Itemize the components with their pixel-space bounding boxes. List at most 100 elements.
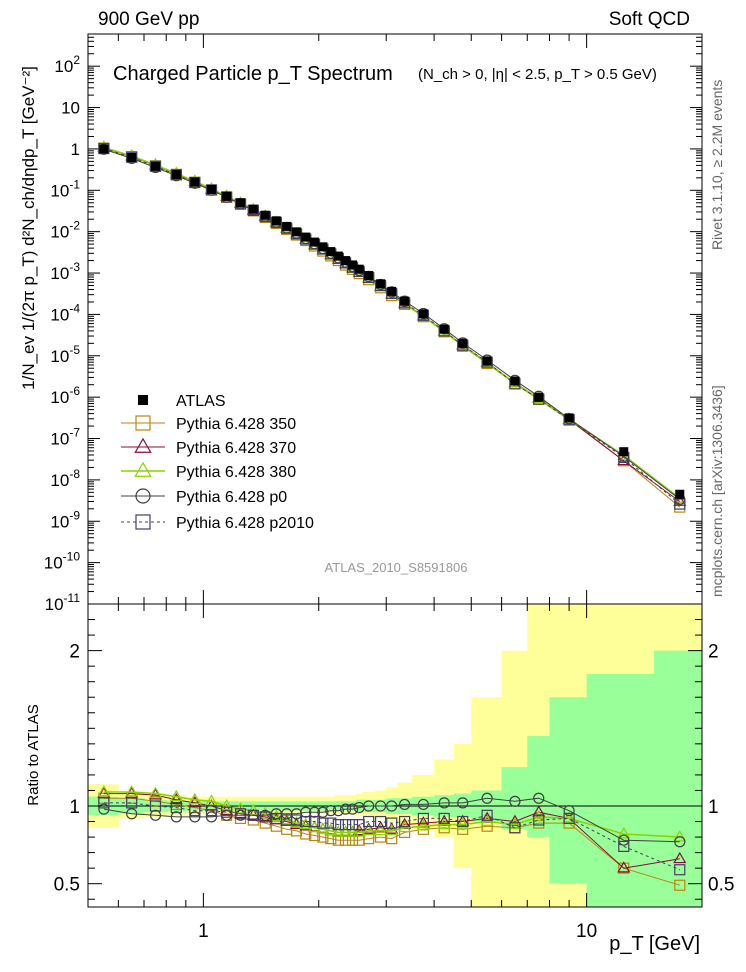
ratio-point <box>346 803 359 815</box>
ratio-point <box>417 798 429 811</box>
data-point <box>310 237 320 247</box>
legend-marker <box>135 415 151 431</box>
ratio-point <box>98 803 110 815</box>
ratio-point <box>308 806 321 818</box>
y-tick-exponent: -7 <box>69 426 80 440</box>
stat-band <box>549 697 588 884</box>
data-point <box>333 251 343 261</box>
legend-item: Pythia 6.428 350 <box>121 415 296 433</box>
data-point <box>354 264 364 274</box>
ratio-point <box>148 786 163 798</box>
ratio-y-tick-label-left: 0.5 <box>54 875 80 896</box>
main-title: Charged Particle p_T Spectrum <box>113 63 393 85</box>
ratio-point <box>149 800 162 812</box>
ratio-point <box>221 806 233 818</box>
ratio-point <box>170 801 182 814</box>
ratio-point <box>563 805 575 817</box>
ratio-xlabel: p_T [GeV] <box>609 933 700 955</box>
header-right: Soft QCD <box>609 9 690 30</box>
ratio-point <box>385 823 399 836</box>
ratio-point <box>308 829 321 842</box>
y-tick-label: 10-5 <box>50 343 80 366</box>
ratio-panel: 1 10 0.5 0.5 1 1 2 2 Ratio to ATLAS p_T [GeV] <box>25 603 734 955</box>
ratio-y-tick-label-left: 1 <box>69 797 80 818</box>
data-point <box>326 247 336 257</box>
ratio-marks <box>97 785 687 891</box>
ratio-point <box>233 802 248 814</box>
ratio-point <box>339 803 352 815</box>
ratio-point <box>331 825 345 837</box>
legend-label: Pythia 6.428 p2010 <box>176 515 314 532</box>
ratio-series-pythia-6-428-p2010 <box>98 797 686 876</box>
data-point <box>190 177 200 187</box>
y-tick-label: 10 <box>61 99 80 118</box>
ratio-ylabel: Ratio to ATLAS <box>25 704 42 805</box>
ratio-point <box>438 797 450 809</box>
data-point <box>458 338 468 348</box>
ratio-point <box>332 805 344 817</box>
ratio-point <box>332 819 344 831</box>
side-label-top: Rivet 3.1.10, ≥ 2.2M events <box>709 80 725 250</box>
main-title-text: Charged Particle p_T Spectrum <box>113 63 393 85</box>
legend-item: Pythia 6.428 370 <box>121 437 296 457</box>
ratio-point <box>98 797 110 809</box>
data-point <box>222 191 232 201</box>
y-tick-exponent: -3 <box>69 260 80 274</box>
ratio-point <box>299 817 313 829</box>
y-tick-exponent: -11 <box>64 591 81 605</box>
data-point <box>400 296 410 306</box>
ratio-point <box>398 815 411 828</box>
y-tick-label: 10-11 <box>45 591 81 614</box>
y-tick-exponent: 2 <box>73 53 80 67</box>
ratio-point <box>352 825 366 837</box>
stat-band <box>527 736 550 838</box>
y-tick-exponent: -2 <box>69 219 80 233</box>
ratio-point <box>259 811 271 823</box>
ratio-point <box>346 819 359 831</box>
data-point <box>510 376 520 386</box>
y-tick-label: 102 <box>54 53 80 76</box>
ratio-point <box>457 797 469 809</box>
ratio-point <box>205 811 218 823</box>
ratio-point <box>509 795 521 807</box>
ratio-point <box>125 785 139 797</box>
ratio-point <box>563 812 575 825</box>
data-point <box>675 489 685 499</box>
ratio-axes: 1 10 0.5 0.5 1 1 2 2 <box>54 604 734 942</box>
ratio-point <box>325 817 337 829</box>
ratio-y-tick-label-left: 2 <box>69 642 80 663</box>
ratio-point <box>126 797 138 809</box>
watermark: ATLAS_2010_S8591806 <box>325 560 468 575</box>
legend-label: Pythia 6.428 380 <box>176 464 296 481</box>
ratio-series-line <box>103 797 680 886</box>
ratio-point <box>417 812 429 825</box>
data-point <box>206 184 216 194</box>
y-tick-exponent: -10 <box>63 550 81 564</box>
ratio-point <box>258 806 272 819</box>
ratio-point <box>170 811 182 823</box>
ratio-y-tick-label-right: 0.5 <box>708 875 734 896</box>
ratio-point <box>325 805 337 817</box>
legend: ATLAS Pythia 6.428 350 Pythia 6.428 370 Pyt… <box>121 393 314 532</box>
data-point <box>674 498 686 510</box>
ratio-point <box>188 792 202 805</box>
ratio-point <box>300 815 312 828</box>
y-tick-label: 10-7 <box>50 426 80 449</box>
ratio-point <box>416 819 430 831</box>
data-point <box>418 309 428 319</box>
data-point <box>127 153 137 163</box>
data-point <box>348 260 358 270</box>
ratio-point <box>188 795 202 808</box>
legend-item: Pythia 6.428 p2010 <box>121 514 314 532</box>
ratio-point <box>169 789 183 802</box>
ratio-y-tick-label-right: 1 <box>708 797 719 818</box>
ratio-point <box>308 815 321 828</box>
ratio-point <box>438 812 450 825</box>
ratio-point <box>386 817 398 829</box>
data-point <box>318 242 328 252</box>
data-point <box>236 198 246 208</box>
y-tick-label: 10-1 <box>50 177 80 200</box>
ratio-bands <box>88 604 703 907</box>
y-tick-label: 10-9 <box>50 508 80 531</box>
ratio-point <box>339 825 353 837</box>
